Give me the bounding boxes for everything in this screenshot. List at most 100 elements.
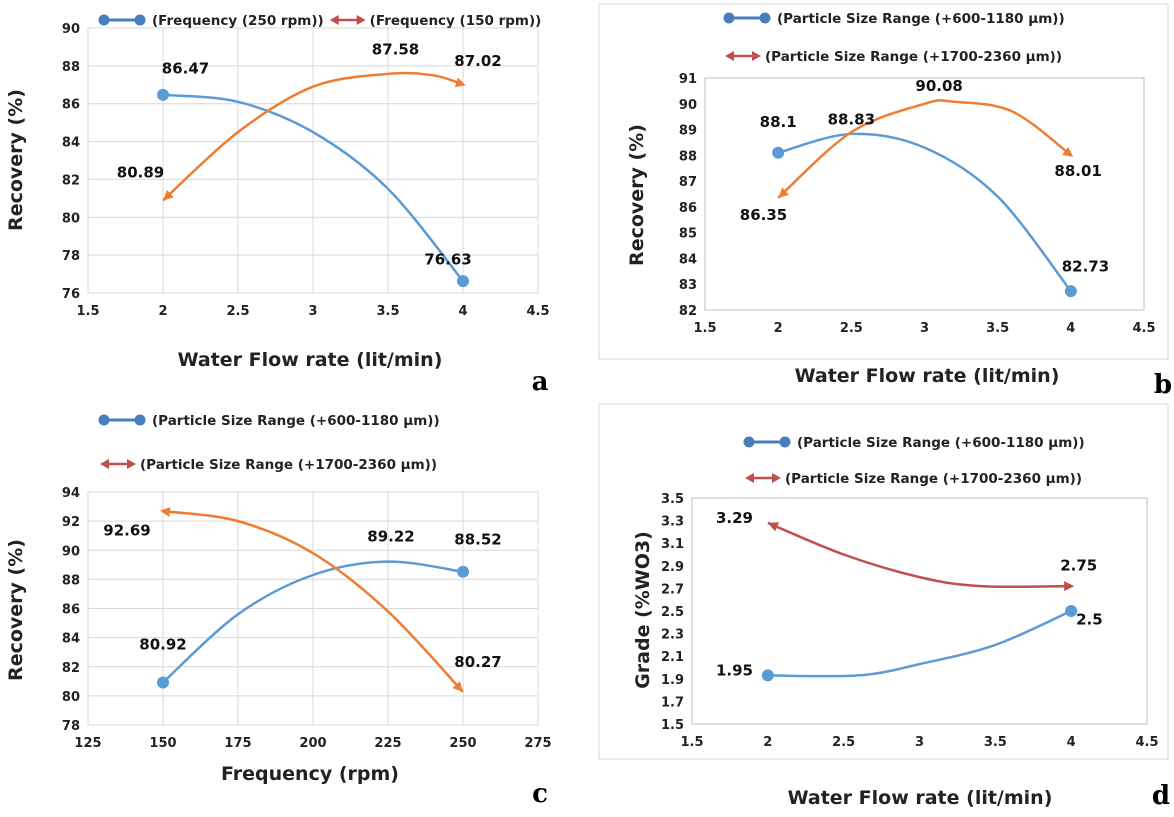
chart-d-xtick-label: 3: [915, 735, 924, 750]
chart-d-legend-label: (Particle Size Range (+1700-2360 µm)): [785, 471, 1082, 487]
chart-d-data-label: 3.29: [716, 509, 753, 527]
chart-c-ytick-label: 86: [62, 603, 80, 618]
chart-c-data-label: 89.22: [367, 528, 414, 546]
chart-b-ytick-label: 86: [679, 201, 697, 216]
chart-a-series-arrow-curve: [162, 71, 466, 202]
chart-b-xtick-label: 4: [1066, 321, 1075, 336]
chart-a-ytick-label: 80: [62, 211, 80, 226]
chart-b-ytick-label: 85: [679, 227, 697, 242]
chart-c-xtick-label: 275: [524, 736, 551, 751]
chart-a-ytick-label: 82: [62, 173, 80, 188]
chart-d-ytick-label: 2.3: [661, 628, 684, 643]
chart-d-legend-symbol-dot-right: [779, 436, 791, 448]
chart-c-ytick-label: 92: [62, 515, 80, 530]
chart-c-series-line: [162, 560, 464, 684]
chart-b-ytick-label: 88: [679, 149, 697, 164]
chart-b-legend-symbol-dot-left: [723, 12, 735, 24]
chart-a-y-axis-title: Recovery (%): [5, 89, 27, 231]
chart-b-data-point: [1064, 285, 1077, 298]
chart-d-ytick-label: 2.7: [661, 582, 684, 597]
chart-b-ytick-label: 83: [679, 278, 697, 293]
chart-c-xtick-label: 250: [449, 736, 476, 751]
chart-c-data-label: 80.92: [139, 635, 186, 653]
chart-c-ytick-label: 90: [62, 544, 80, 559]
chart-a-data-label: 87.58: [372, 41, 419, 59]
chart-d-xtick-label: 4: [1067, 735, 1076, 750]
chart-c-legend-symbol-arrow-left: [100, 459, 109, 469]
chart-d: 1.5 1.7 1.9 2.1 2.3 2.5 2.7 2.9 3.1 3.3 3.5 1.5 2 2.5…: [598, 403, 1170, 811]
chart-c-legend-label: (Particle Size Range (+600-1180 µm)): [152, 413, 440, 429]
chart-b-x-axis-title: Water Flow rate (lit/min): [795, 365, 1060, 387]
chart-c-ytick-label: 82: [62, 661, 80, 676]
chart-a-legend-label: (Frequency (250 rpm)): [152, 13, 324, 29]
chart-a-xtick-label: 3: [308, 304, 317, 319]
chart-b-ytick-label: 91: [679, 72, 697, 87]
chart-a-data-point: [457, 275, 469, 288]
chart-b-series-arrowhead-start: [778, 187, 789, 198]
chart-a-panel-letter: a: [532, 367, 549, 397]
chart-b-xtick-label: 2.5: [840, 321, 863, 336]
chart-a: 76 78 80 82 84 86 88 90 1.5 2 2.5 3 3.5 4 4.5 Water Flo…: [5, 13, 550, 397]
chart-a-series-line: [162, 93, 464, 282]
chart-b-ytick-label: 87: [679, 175, 697, 190]
chart-d-ytick-label: 1.5: [661, 718, 684, 733]
chart-b-ytick-label: 82: [679, 304, 697, 319]
chart-d-y-axis-title: Grade (%WO3): [632, 531, 654, 689]
chart-c-y-axis-title: Recovery (%): [5, 539, 27, 681]
chart-c-xtick-label: 150: [149, 736, 176, 751]
chart-a-legend-symbol-dot-left: [98, 14, 110, 26]
chart-b-data-label: 86.35: [740, 206, 787, 224]
chart-c-data-label: 92.69: [103, 522, 150, 540]
chart-b-legend-label: (Particle Size Range (+600-1180 µm)): [777, 11, 1065, 27]
chart-c-ytick-label: 94: [62, 486, 80, 501]
chart-c-data-label: 88.52: [454, 530, 501, 548]
chart-a-data-label: 80.89: [117, 164, 164, 182]
chart-c-legend-symbol-arrow-right: [127, 459, 136, 469]
chart-b-data-point: [772, 146, 785, 159]
chart-d-data-label: 2.75: [1060, 556, 1097, 574]
chart-panel-c: 78 80 82 84 86 88 90 92 94 125 150 175 200 225 250 275 F…: [0, 400, 580, 813]
chart-c-legend-symbol-dot-left: [98, 414, 110, 426]
chart-d-ytick-label: 2.5: [661, 605, 684, 620]
chart-b-xtick-label: 3.5: [986, 321, 1009, 336]
chart-b-legend-symbol-dot-right: [759, 12, 771, 24]
chart-b-ytick-label: 89: [679, 124, 697, 139]
chart-a-xtick-label: 2: [158, 304, 167, 319]
chart-d-ytick-label: 1.7: [661, 695, 684, 710]
chart-d-legend-symbol-arrow-right: [772, 473, 781, 483]
chart-b-legend-symbol-arrow-left: [725, 51, 734, 61]
chart-b-xtick-label: 4.5: [1132, 321, 1155, 336]
chart-a-xtick-label: 3.5: [376, 304, 399, 319]
chart-b-legend-symbol-arrow-right: [752, 51, 761, 61]
chart-d-data-label: 2.5: [1076, 611, 1103, 629]
chart-c-xtick-label: 200: [299, 736, 326, 751]
chart-b-data-label: 88.01: [1054, 162, 1101, 180]
chart-a-ytick-label: 90: [62, 22, 80, 37]
chart-d-ytick-label: 3.1: [661, 537, 684, 552]
chart-c-panel-letter: c: [532, 779, 548, 809]
chart-b-ytick-label: 84: [679, 252, 697, 267]
chart-d-series-line: [767, 609, 1072, 678]
chart-d-xtick-label: 2.5: [832, 735, 855, 750]
chart-a-data-point: [157, 88, 169, 101]
chart-c-series-arrowhead-start: [452, 681, 463, 692]
chart-a-series-arrowhead-start: [163, 190, 174, 201]
chart-a-ytick-label: 86: [62, 98, 80, 113]
chart-d-ytick-label: 2.1: [661, 650, 684, 665]
chart-d-legend-symbol-arrow-left: [745, 473, 754, 483]
chart-d-legend-symbol-dot-left: [743, 436, 755, 448]
chart-b-series-line: [777, 132, 1072, 292]
chart-d-data-label: 1.95: [716, 661, 753, 679]
chart-c-legend-symbol-dot-right: [134, 414, 146, 426]
chart-a-legend-symbol-arrow-left: [329, 15, 339, 25]
chart-panel-b: 82 83 84 85 86 87 88 89 90 91 1.5 2 2.5 3 3.5 4 4.5 Water…: [595, 0, 1174, 400]
chart-a-legend-symbol-arrow-right: [356, 15, 366, 25]
chart-d-panel-letter: d: [1152, 781, 1170, 811]
chart-c-data-point: [457, 565, 469, 578]
chart-c-x-axis-title: Frequency (rpm): [221, 763, 399, 785]
chart-c: 78 80 82 84 86 88 90 92 94 125 150 175 200 225 250 275 F…: [5, 413, 552, 809]
chart-a-legend-label: (Frequency (150 rpm)): [370, 13, 542, 29]
chart-d-ytick-label: 3.5: [661, 492, 684, 507]
chart-c-xtick-label: 225: [374, 736, 401, 751]
chart-c-ytick-label: 80: [62, 690, 80, 705]
